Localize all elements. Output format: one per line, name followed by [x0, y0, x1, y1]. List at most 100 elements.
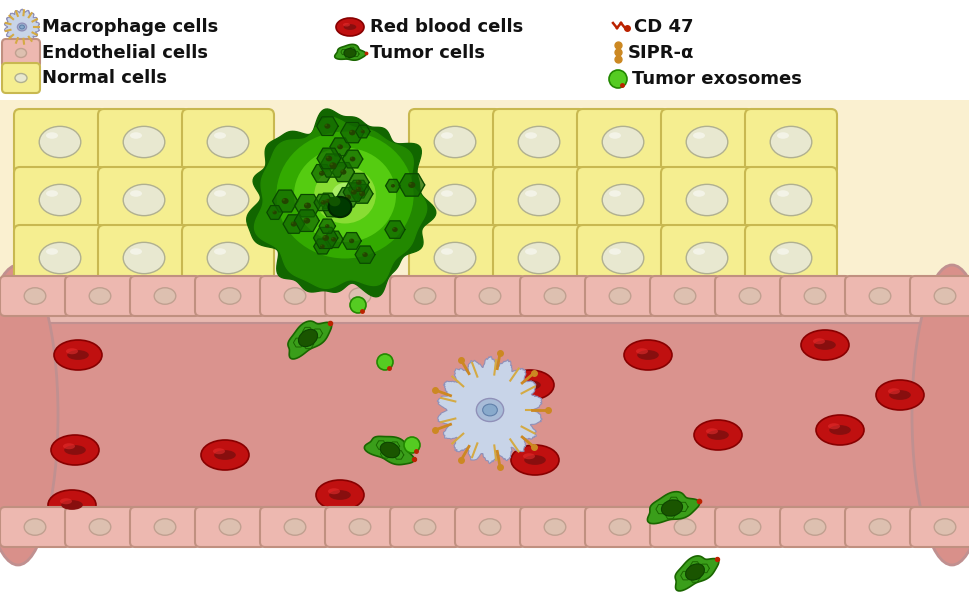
Ellipse shape — [441, 191, 453, 197]
Ellipse shape — [219, 519, 240, 535]
FancyBboxPatch shape — [660, 109, 752, 175]
Ellipse shape — [303, 218, 310, 224]
Ellipse shape — [350, 157, 355, 162]
Ellipse shape — [326, 225, 327, 226]
FancyBboxPatch shape — [390, 276, 459, 316]
Ellipse shape — [316, 480, 363, 510]
Ellipse shape — [685, 242, 727, 273]
Polygon shape — [295, 195, 320, 217]
Ellipse shape — [769, 242, 811, 273]
Ellipse shape — [933, 519, 954, 535]
Ellipse shape — [609, 519, 630, 535]
Ellipse shape — [414, 519, 435, 535]
Ellipse shape — [326, 199, 330, 203]
Ellipse shape — [889, 390, 910, 400]
Ellipse shape — [479, 288, 500, 304]
FancyBboxPatch shape — [182, 109, 273, 175]
FancyBboxPatch shape — [14, 225, 106, 291]
Ellipse shape — [214, 450, 235, 460]
Polygon shape — [324, 231, 343, 248]
Ellipse shape — [349, 239, 351, 241]
Ellipse shape — [319, 171, 325, 175]
FancyBboxPatch shape — [584, 507, 654, 547]
Ellipse shape — [517, 378, 529, 384]
Ellipse shape — [330, 237, 336, 242]
Polygon shape — [314, 194, 332, 210]
Ellipse shape — [291, 222, 294, 224]
FancyBboxPatch shape — [14, 109, 106, 175]
FancyBboxPatch shape — [779, 276, 849, 316]
Ellipse shape — [89, 288, 110, 304]
FancyBboxPatch shape — [0, 507, 70, 547]
Ellipse shape — [331, 203, 333, 204]
Ellipse shape — [17, 23, 26, 31]
Polygon shape — [398, 174, 424, 196]
Polygon shape — [342, 150, 362, 168]
Polygon shape — [385, 221, 405, 238]
Ellipse shape — [815, 415, 863, 445]
Ellipse shape — [803, 288, 825, 304]
Ellipse shape — [362, 253, 364, 254]
Polygon shape — [294, 210, 319, 231]
Polygon shape — [322, 201, 340, 217]
Ellipse shape — [409, 183, 411, 185]
Polygon shape — [266, 206, 282, 219]
Ellipse shape — [284, 288, 305, 304]
Ellipse shape — [362, 252, 367, 257]
Ellipse shape — [89, 519, 110, 535]
Ellipse shape — [544, 288, 565, 304]
FancyBboxPatch shape — [492, 109, 584, 175]
Ellipse shape — [341, 170, 343, 172]
Ellipse shape — [214, 132, 226, 139]
Ellipse shape — [602, 126, 643, 157]
Ellipse shape — [321, 201, 323, 203]
FancyBboxPatch shape — [454, 507, 524, 547]
Ellipse shape — [130, 191, 141, 197]
FancyBboxPatch shape — [182, 225, 273, 291]
FancyBboxPatch shape — [714, 507, 784, 547]
Polygon shape — [254, 117, 426, 288]
Ellipse shape — [324, 124, 330, 129]
Ellipse shape — [51, 435, 99, 465]
Circle shape — [609, 70, 626, 88]
Ellipse shape — [391, 185, 392, 186]
Ellipse shape — [434, 185, 476, 216]
Polygon shape — [320, 154, 346, 177]
Polygon shape — [316, 117, 338, 135]
FancyBboxPatch shape — [182, 167, 273, 233]
Ellipse shape — [0, 265, 58, 565]
Ellipse shape — [337, 145, 339, 147]
FancyBboxPatch shape — [0, 276, 70, 316]
FancyBboxPatch shape — [195, 276, 265, 316]
Ellipse shape — [391, 227, 397, 232]
FancyBboxPatch shape — [0, 285, 969, 323]
Ellipse shape — [769, 126, 811, 157]
FancyBboxPatch shape — [2, 63, 40, 93]
Ellipse shape — [673, 288, 695, 304]
Ellipse shape — [331, 237, 333, 239]
FancyBboxPatch shape — [65, 276, 135, 316]
Ellipse shape — [329, 163, 332, 165]
Ellipse shape — [685, 564, 703, 580]
FancyBboxPatch shape — [744, 167, 836, 233]
Polygon shape — [332, 162, 354, 182]
FancyBboxPatch shape — [390, 507, 459, 547]
Ellipse shape — [328, 488, 340, 494]
Ellipse shape — [320, 245, 322, 246]
Ellipse shape — [331, 183, 358, 207]
FancyBboxPatch shape — [779, 507, 849, 547]
FancyBboxPatch shape — [130, 507, 200, 547]
Ellipse shape — [828, 423, 839, 429]
Ellipse shape — [46, 132, 58, 139]
Ellipse shape — [130, 132, 141, 139]
FancyBboxPatch shape — [260, 276, 329, 316]
Ellipse shape — [213, 448, 225, 454]
Polygon shape — [5, 9, 40, 45]
Polygon shape — [336, 188, 359, 207]
Ellipse shape — [692, 132, 704, 139]
Ellipse shape — [685, 185, 727, 216]
FancyBboxPatch shape — [325, 507, 394, 547]
FancyBboxPatch shape — [492, 167, 584, 233]
FancyBboxPatch shape — [409, 225, 500, 291]
Polygon shape — [674, 556, 718, 591]
